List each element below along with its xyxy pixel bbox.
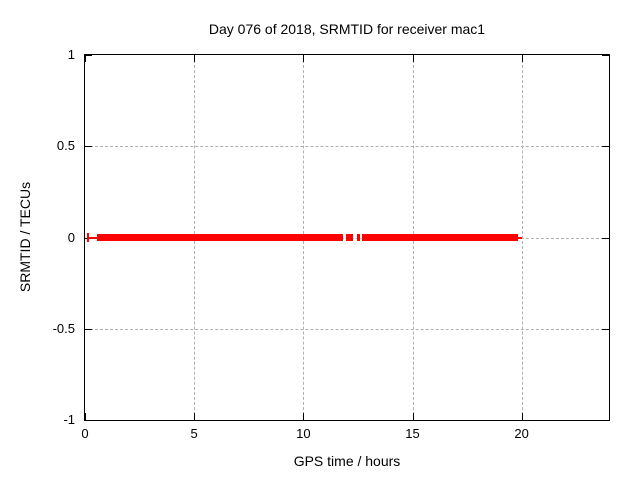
series-segment xyxy=(357,234,361,241)
x-tick-label: 10 xyxy=(296,426,311,441)
y-tick-mark-right xyxy=(602,55,609,56)
x-tick-label: 0 xyxy=(81,426,89,441)
series-segment xyxy=(97,234,344,241)
x-tick-mark-top xyxy=(412,55,414,62)
x-tick-mark-top xyxy=(85,55,86,62)
x-tick-mark-bottom xyxy=(303,413,305,420)
y-tick-label: -1 xyxy=(63,412,75,427)
x-tick-mark-bottom xyxy=(85,413,86,420)
y-tick-mark-right xyxy=(602,237,609,239)
y-tick-label: 1 xyxy=(67,47,75,62)
x-tick-mark-top xyxy=(521,55,523,62)
series-thin-segment xyxy=(88,236,97,239)
x-tick-label: 5 xyxy=(190,426,198,441)
chart-title: Day 076 of 2018, SRMTID for receiver mac… xyxy=(208,21,486,37)
x-tick-label: 20 xyxy=(514,426,529,441)
y-tick-mark-left xyxy=(85,420,92,421)
y-tick-label: 0 xyxy=(67,229,75,245)
y-tick-mark-left xyxy=(85,55,92,56)
x-tick-mark-top xyxy=(194,55,196,62)
x-tick-label: 15 xyxy=(405,426,420,441)
h-gridline xyxy=(85,328,609,330)
y-tick-label: 0.5 xyxy=(56,138,75,154)
y-tick-mark-right xyxy=(602,146,609,148)
x-tick-mark-bottom xyxy=(412,413,414,420)
x-axis-title: GPS time / hours xyxy=(293,453,401,469)
series-segment xyxy=(362,234,519,241)
y-tick-label: -0.5 xyxy=(52,320,75,336)
series-segment xyxy=(346,234,354,241)
y-tick-mark-right xyxy=(602,328,609,330)
h-gridline xyxy=(85,146,609,148)
x-tick-mark-bottom xyxy=(521,413,523,420)
y-tick-mark-left xyxy=(85,146,92,148)
series-point-marker xyxy=(87,233,90,242)
x-tick-mark-bottom xyxy=(194,413,196,420)
y-tick-mark-right xyxy=(602,420,609,421)
x-tick-mark-top xyxy=(303,55,305,62)
plot-area xyxy=(84,54,610,421)
y-tick-mark-left xyxy=(85,328,92,330)
series-thin-segment xyxy=(518,236,523,239)
